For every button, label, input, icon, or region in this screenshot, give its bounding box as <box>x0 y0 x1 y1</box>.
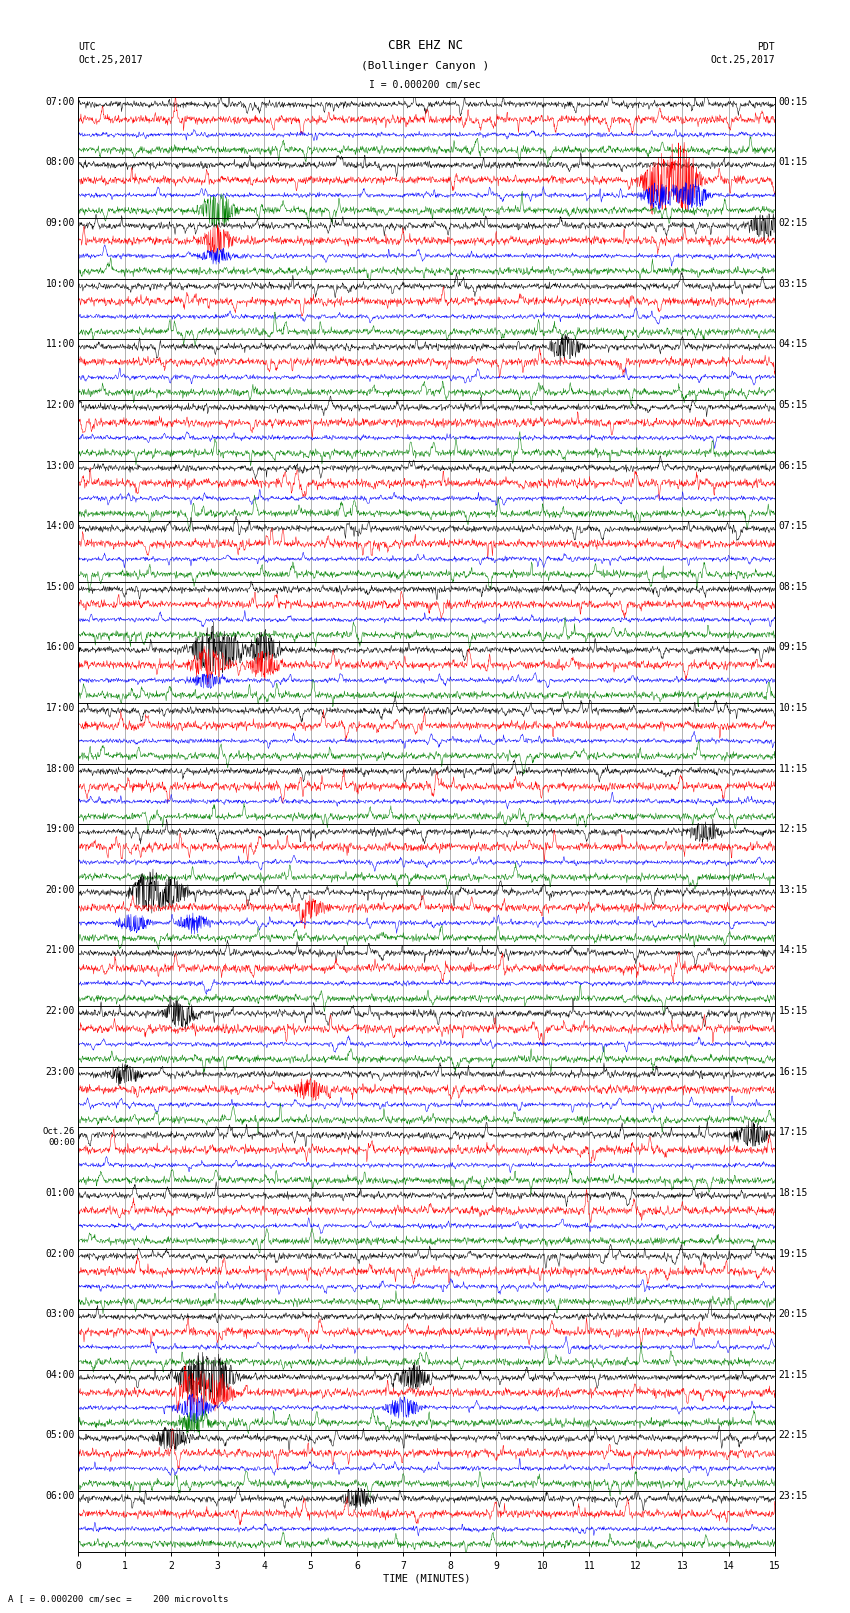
Text: (Bollinger Canyon ): (Bollinger Canyon ) <box>361 61 489 71</box>
Text: 16:15: 16:15 <box>779 1066 808 1077</box>
Text: 04:00: 04:00 <box>45 1369 75 1379</box>
Text: 09:15: 09:15 <box>779 642 808 652</box>
Text: 19:15: 19:15 <box>779 1248 808 1258</box>
Text: 13:00: 13:00 <box>45 461 75 471</box>
Text: 17:00: 17:00 <box>45 703 75 713</box>
Text: 13:15: 13:15 <box>779 886 808 895</box>
Text: 06:15: 06:15 <box>779 461 808 471</box>
Text: 07:15: 07:15 <box>779 521 808 531</box>
Text: 02:15: 02:15 <box>779 218 808 227</box>
Text: 03:15: 03:15 <box>779 279 808 289</box>
Text: 19:00: 19:00 <box>45 824 75 834</box>
Text: 21:00: 21:00 <box>45 945 75 955</box>
Text: 10:00: 10:00 <box>45 279 75 289</box>
Text: 01:00: 01:00 <box>45 1187 75 1198</box>
Text: 05:00: 05:00 <box>45 1431 75 1440</box>
Text: Oct.26
00:00: Oct.26 00:00 <box>42 1127 75 1147</box>
Text: 07:00: 07:00 <box>45 97 75 106</box>
Text: 03:00: 03:00 <box>45 1310 75 1319</box>
Text: 04:15: 04:15 <box>779 339 808 350</box>
Text: 12:15: 12:15 <box>779 824 808 834</box>
Text: 05:15: 05:15 <box>779 400 808 410</box>
Text: I = 0.000200 cm/sec: I = 0.000200 cm/sec <box>369 81 481 90</box>
Text: 08:15: 08:15 <box>779 582 808 592</box>
Text: 20:00: 20:00 <box>45 886 75 895</box>
Text: 08:00: 08:00 <box>45 158 75 168</box>
Text: 15:00: 15:00 <box>45 582 75 592</box>
Text: 17:15: 17:15 <box>779 1127 808 1137</box>
Text: PDT
Oct.25,2017: PDT Oct.25,2017 <box>711 42 775 65</box>
Text: 00:15: 00:15 <box>779 97 808 106</box>
Text: 22:00: 22:00 <box>45 1007 75 1016</box>
Text: 02:00: 02:00 <box>45 1248 75 1258</box>
Text: 11:15: 11:15 <box>779 763 808 774</box>
X-axis label: TIME (MINUTES): TIME (MINUTES) <box>383 1574 470 1584</box>
Text: 23:00: 23:00 <box>45 1066 75 1077</box>
Text: 09:00: 09:00 <box>45 218 75 227</box>
Text: 14:15: 14:15 <box>779 945 808 955</box>
Text: 21:15: 21:15 <box>779 1369 808 1379</box>
Text: 15:15: 15:15 <box>779 1007 808 1016</box>
Text: CBR EHZ NC: CBR EHZ NC <box>388 39 462 52</box>
Text: 23:15: 23:15 <box>779 1490 808 1502</box>
Text: 22:15: 22:15 <box>779 1431 808 1440</box>
Text: UTC
Oct.25,2017: UTC Oct.25,2017 <box>78 42 143 65</box>
Text: 01:15: 01:15 <box>779 158 808 168</box>
Text: 06:00: 06:00 <box>45 1490 75 1502</box>
Text: 18:15: 18:15 <box>779 1187 808 1198</box>
Text: 18:00: 18:00 <box>45 763 75 774</box>
Text: 14:00: 14:00 <box>45 521 75 531</box>
Text: 10:15: 10:15 <box>779 703 808 713</box>
Text: 11:00: 11:00 <box>45 339 75 350</box>
Text: 20:15: 20:15 <box>779 1310 808 1319</box>
Text: A [ = 0.000200 cm/sec =    200 microvolts: A [ = 0.000200 cm/sec = 200 microvolts <box>8 1594 229 1603</box>
Text: 16:00: 16:00 <box>45 642 75 652</box>
Text: 12:00: 12:00 <box>45 400 75 410</box>
